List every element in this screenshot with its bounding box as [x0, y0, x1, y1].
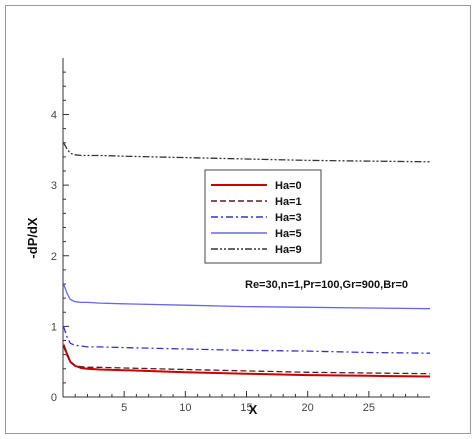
- series-lines: [62, 142, 431, 378]
- y-tick-label: 0: [51, 392, 57, 404]
- y-tick-label: 4: [51, 110, 57, 122]
- legend-label: Ha=0: [275, 180, 302, 192]
- x-tick-label: 25: [363, 402, 375, 414]
- x-tick-label: 20: [302, 402, 314, 414]
- parameter-annotation: Re=30,n=1,Pr=100,Gr=900,Br=0: [245, 279, 408, 291]
- axes: 0 1 2 3 4 5 10 15 20 25: [51, 58, 430, 414]
- series-line-ha-9: [63, 142, 431, 163]
- legend-label: Ha=9: [275, 244, 302, 256]
- x-tick-label: 15: [240, 402, 252, 414]
- y-tick-label: 1: [51, 321, 57, 333]
- series-line-ha-0: [62, 344, 431, 378]
- x-axis-title: X: [249, 402, 258, 417]
- x-tick-label: 10: [179, 402, 191, 414]
- legend-label: Ha=1: [275, 196, 302, 208]
- legend-label: Ha=3: [275, 212, 302, 224]
- series-line-ha-3: [62, 326, 431, 354]
- y-tick-label: 3: [51, 180, 57, 192]
- y-tick-label: 2: [51, 251, 57, 263]
- series-line-ha-1: [62, 345, 431, 375]
- series-line-ha-5: [62, 283, 431, 310]
- legend: Ha=0 Ha=1 Ha=3 Ha=5 Ha=9: [204, 169, 322, 264]
- x-tick-label: 5: [121, 402, 127, 414]
- y-axis-title: -dP/dX: [25, 217, 40, 258]
- legend-label: Ha=5: [275, 228, 302, 240]
